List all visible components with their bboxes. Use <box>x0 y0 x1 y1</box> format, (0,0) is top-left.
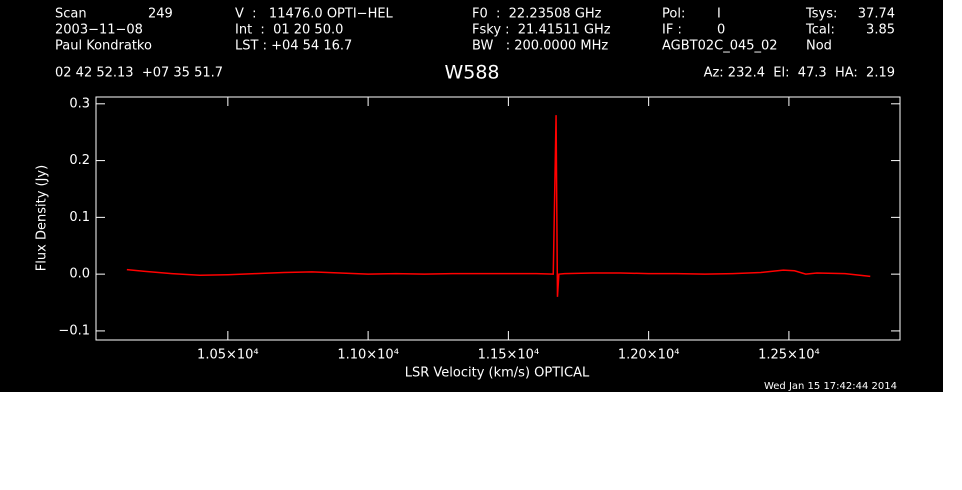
header-field: 2003−11−08 <box>55 23 143 38</box>
header-field: Nod <box>806 39 832 54</box>
header-field: 3.85 <box>866 23 895 38</box>
header-field: 0 <box>717 23 725 38</box>
header-field: V : 11476.0 OPTI−HEL <box>235 7 394 22</box>
header-field: Tsys: <box>805 7 837 22</box>
header-field: I <box>717 7 721 22</box>
x-axis-label: LSR Velocity (km/s) OPTICAL <box>405 366 590 381</box>
x-tick-label: 1.15×10⁴ <box>478 348 540 363</box>
header-field: Paul Kondratko <box>55 39 152 54</box>
coords: 02 42 52.13 +07 35 51.7 <box>55 66 223 81</box>
x-tick-label: 1.10×10⁴ <box>337 348 399 363</box>
header-field: 249 <box>148 7 173 22</box>
header-field: 37.74 <box>858 7 895 22</box>
header-field: Scan <box>55 7 87 22</box>
header-field: BW : 200.0000 MHz <box>472 39 608 54</box>
y-tick-label: −0.1 <box>58 323 90 338</box>
header-field: Pol: <box>662 7 685 22</box>
spectrum-line <box>126 115 871 297</box>
plot-frame <box>95 96 901 341</box>
y-tick-label: 0.2 <box>69 153 90 168</box>
header-field: F0 : 22.23508 GHz <box>472 7 602 22</box>
header-field: Int : 01 20 50.0 <box>235 23 343 38</box>
x-tick-label: 1.05×10⁴ <box>197 348 259 363</box>
y-axis-label: Flux Density (Jy) <box>35 165 50 271</box>
pointing: Az: 232.4 El: 47.3 HA: 2.19 <box>704 66 895 81</box>
timestamp: Wed Jan 15 17:42:44 2014 <box>764 381 897 392</box>
x-tick-label: 1.25×10⁴ <box>758 348 820 363</box>
header-field: LST : +04 54 16.7 <box>235 39 352 54</box>
x-tick-label: 1.20×10⁴ <box>618 348 680 363</box>
header-field: Fsky : 21.41511 GHz <box>472 23 611 38</box>
plot-background <box>0 0 943 392</box>
y-tick-label: 0.3 <box>69 96 90 111</box>
header-field: AGBT02C_045_02 <box>662 39 778 54</box>
chart-title: W588 <box>444 62 499 84</box>
header-field: Tcal: <box>805 23 835 38</box>
y-tick-label: 0.1 <box>69 210 90 225</box>
header-field: IF : <box>662 23 682 38</box>
y-tick-label: 0.0 <box>69 267 90 282</box>
